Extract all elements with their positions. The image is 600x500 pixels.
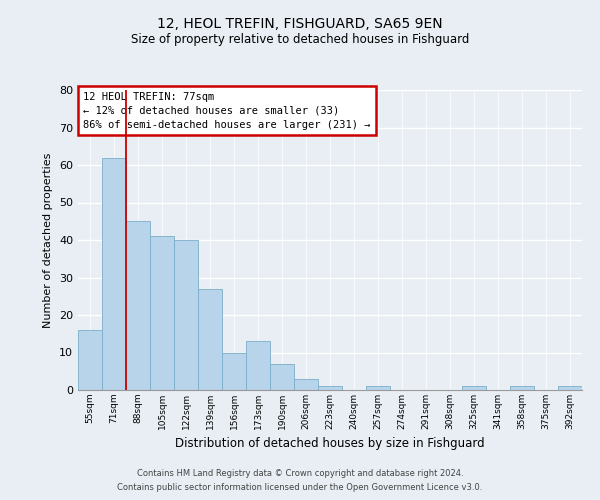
Y-axis label: Number of detached properties: Number of detached properties xyxy=(43,152,53,328)
Bar xyxy=(319,386,341,390)
Bar xyxy=(103,158,125,390)
Bar xyxy=(247,341,269,390)
X-axis label: Distribution of detached houses by size in Fishguard: Distribution of detached houses by size … xyxy=(175,438,485,450)
Bar xyxy=(79,330,101,390)
Bar xyxy=(559,386,581,390)
Bar xyxy=(175,240,197,390)
Text: Contains HM Land Registry data © Crown copyright and database right 2024.: Contains HM Land Registry data © Crown c… xyxy=(137,468,463,477)
Bar xyxy=(295,379,317,390)
Bar xyxy=(199,289,221,390)
Bar xyxy=(463,386,485,390)
Text: 12, HEOL TREFIN, FISHGUARD, SA65 9EN: 12, HEOL TREFIN, FISHGUARD, SA65 9EN xyxy=(157,18,443,32)
Text: 12 HEOL TREFIN: 77sqm
← 12% of detached houses are smaller (33)
86% of semi-deta: 12 HEOL TREFIN: 77sqm ← 12% of detached … xyxy=(83,92,371,130)
Bar xyxy=(223,352,245,390)
Bar xyxy=(271,364,293,390)
Bar xyxy=(367,386,389,390)
Text: Size of property relative to detached houses in Fishguard: Size of property relative to detached ho… xyxy=(131,32,469,46)
Bar xyxy=(127,221,149,390)
Text: Contains public sector information licensed under the Open Government Licence v3: Contains public sector information licen… xyxy=(118,484,482,492)
Bar xyxy=(151,236,173,390)
Bar xyxy=(511,386,533,390)
